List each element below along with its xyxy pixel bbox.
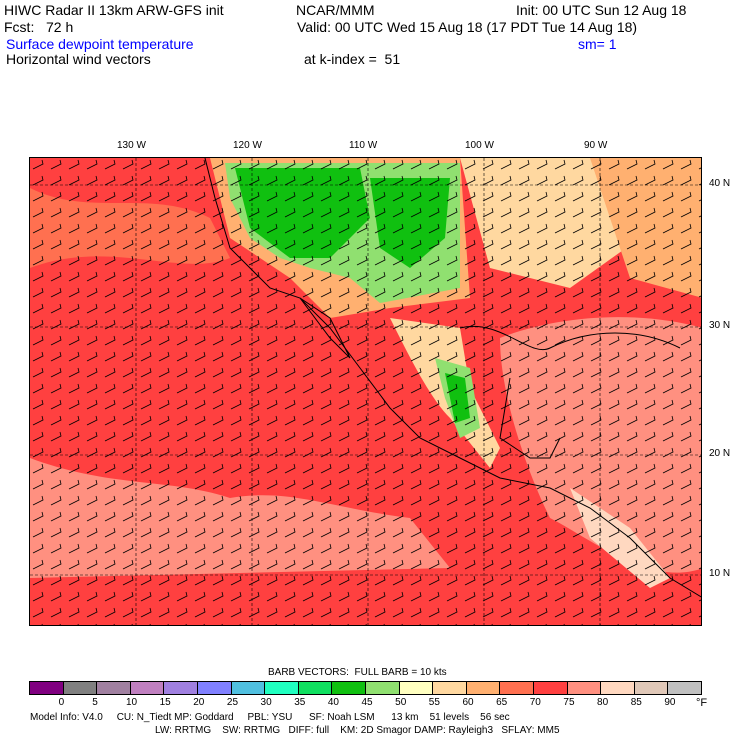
smoothing: sm= 1 [578, 36, 617, 52]
unit-label: °F [696, 697, 708, 709]
color-swatch [365, 682, 400, 694]
color-swatch [164, 682, 198, 694]
tick-label: 60 [462, 697, 474, 708]
coastlines [204, 158, 701, 598]
vector-label: Horizontal wind vectors [6, 51, 151, 67]
tick-label: 65 [496, 697, 508, 708]
color-swatch [533, 682, 568, 694]
init-time: Init: 00 UTC Sun 12 Aug 18 [516, 2, 687, 18]
color-swatch [668, 682, 701, 694]
wind-barbs [30, 158, 701, 625]
tick-label: 80 [597, 697, 609, 708]
tick-label: 30 [260, 697, 272, 708]
color-swatch [500, 682, 534, 694]
color-swatch [298, 682, 333, 694]
tick-label: 10 [125, 697, 138, 708]
color-swatch [433, 682, 467, 694]
org-label: NCAR/MMM [296, 2, 375, 18]
valid-time: Valid: 00 UTC Wed 15 Aug 18 (17 PDT Tue … [297, 19, 638, 35]
lat-label: 40 N [709, 178, 731, 189]
color-swatch [601, 682, 635, 694]
lon-label: 90 W [584, 140, 608, 151]
dewpoint-map [29, 157, 702, 626]
color-swatch [332, 682, 366, 694]
tick-label: 90 [664, 697, 676, 708]
model-info-line1: Model Info: V4.0 CU: N_Tiedt MP: Goddard… [30, 712, 510, 723]
lat-label: 20 N [709, 448, 731, 459]
tick-label: 0 [58, 697, 65, 708]
forecast-hour: Fcst: 72 h [4, 19, 74, 35]
field-name: Surface dewpoint temperature [6, 36, 194, 52]
tick-label: 35 [294, 697, 306, 708]
tick-label: 20 [193, 697, 205, 708]
tick-label: 85 [630, 697, 642, 708]
color-swatch [130, 682, 165, 694]
color-swatch [197, 682, 232, 694]
color-swatch [63, 682, 98, 694]
color-swatch [30, 682, 64, 694]
level-label: at k-index = 51 [304, 51, 401, 67]
tick-label: 40 [327, 697, 339, 708]
lon-label: 120 W [233, 140, 262, 151]
color-swatch [265, 682, 299, 694]
lon-label: 100 W [465, 140, 494, 151]
tick-label: 45 [361, 697, 373, 708]
tick-label: 50 [395, 697, 407, 708]
tick-label: 75 [563, 697, 575, 708]
lon-label: 110 W [349, 140, 378, 151]
tick-label: 70 [529, 697, 541, 708]
model-title: HIWC Radar II 13km ARW-GFS init [4, 2, 224, 18]
color-bar [29, 681, 702, 695]
color-swatch [97, 682, 131, 694]
color-swatch [567, 682, 602, 694]
model-info-line2: LW: RRTMG SW: RRTMG DIFF: full KM: 2D Sm… [155, 725, 560, 736]
tick-label: 25 [226, 697, 239, 708]
color-swatch [466, 682, 501, 694]
graticule [30, 158, 701, 625]
tick-label: 55 [428, 697, 440, 708]
lat-label: 10 N [709, 568, 731, 579]
lat-label: 30 N [709, 320, 731, 331]
color-swatch [634, 682, 669, 694]
barb-note: BARB VECTORS: FULL BARB = 10 kts [268, 667, 447, 678]
tick-label: 5 [92, 697, 98, 708]
color-swatch [399, 682, 434, 694]
lon-label: 130 W [117, 140, 146, 151]
tick-label: 15 [159, 697, 171, 708]
color-swatch [231, 682, 266, 694]
